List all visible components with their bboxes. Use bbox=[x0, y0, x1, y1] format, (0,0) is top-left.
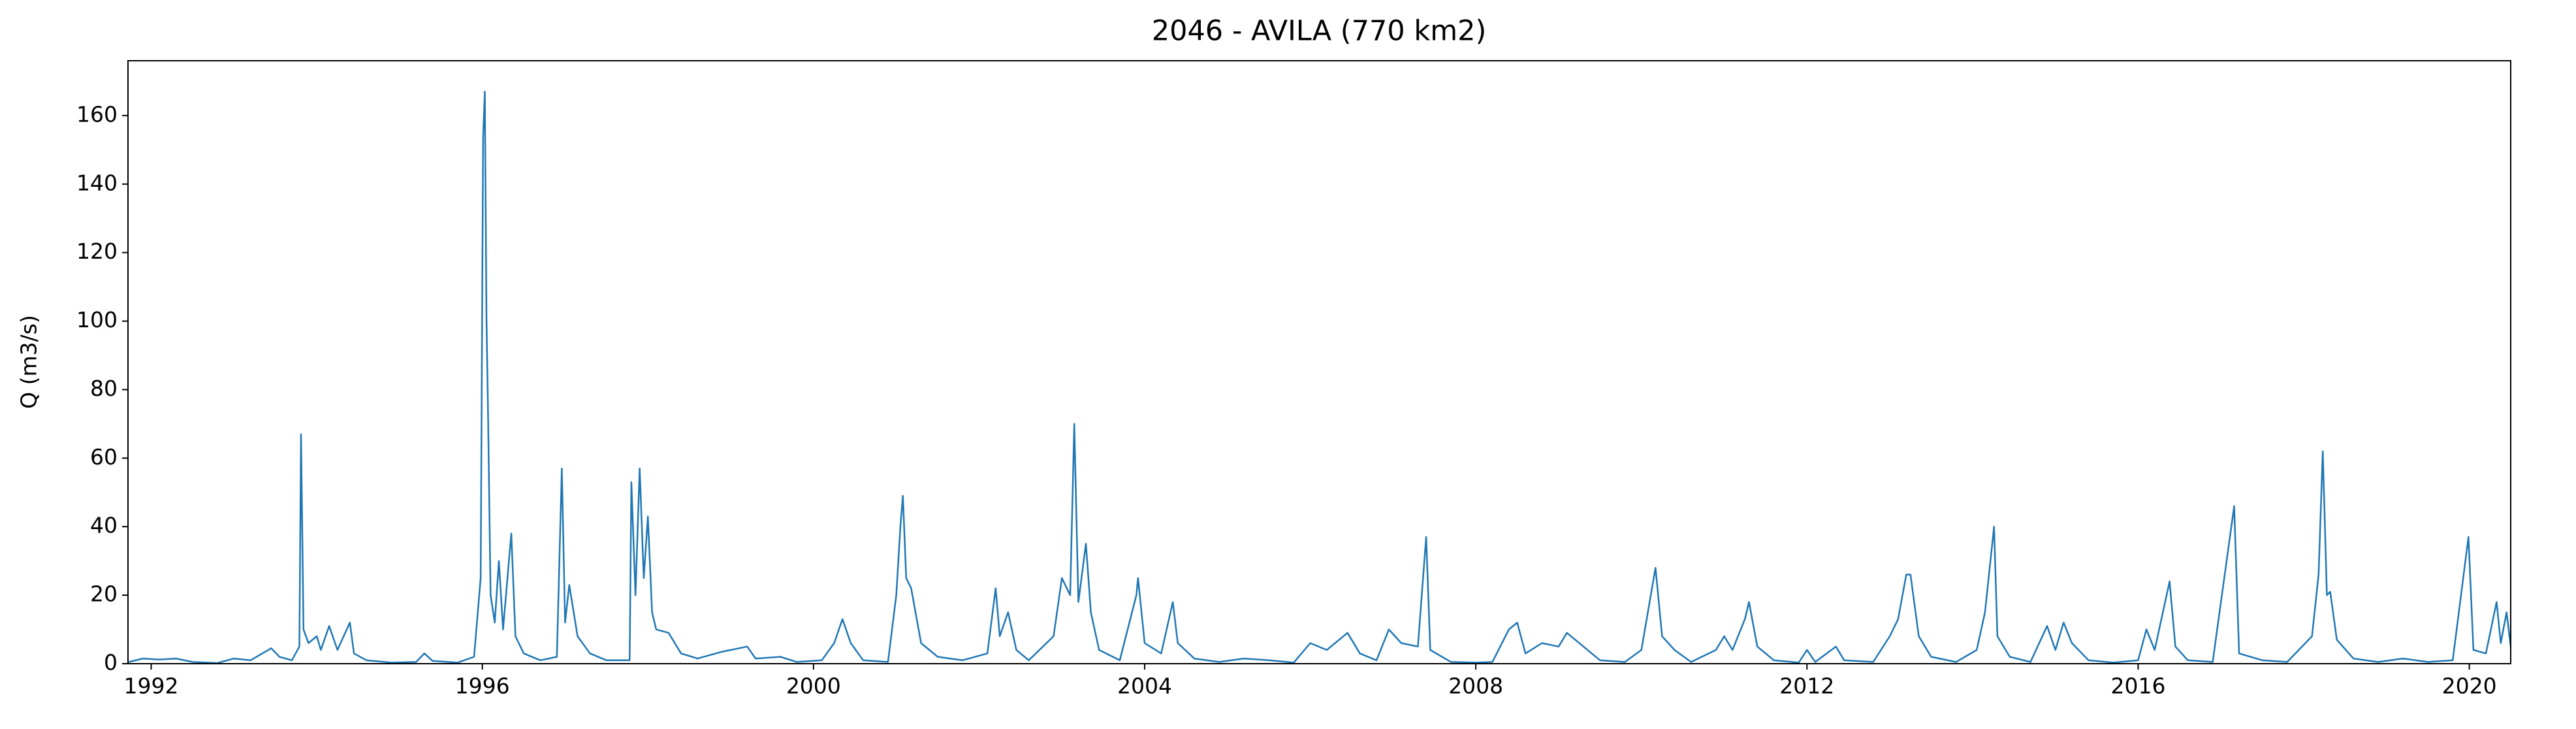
x-tick-label: 2000 bbox=[786, 673, 841, 699]
x-tick-label: 2016 bbox=[2110, 673, 2165, 699]
x-tick-label: 1996 bbox=[455, 673, 510, 699]
y-tick-label: 100 bbox=[76, 307, 118, 332]
x-tick-label: 1992 bbox=[124, 673, 179, 699]
x-tick-label: 2020 bbox=[2442, 673, 2497, 699]
series-line bbox=[129, 90, 2512, 664]
y-tick-label: 60 bbox=[90, 444, 118, 470]
y-tick-label: 140 bbox=[76, 170, 118, 195]
y-tick-label: 120 bbox=[76, 238, 118, 264]
y-axis-label: Q (m3/s) bbox=[16, 315, 42, 409]
y-tick-label: 160 bbox=[76, 101, 118, 127]
y-tick-label: 40 bbox=[90, 513, 118, 538]
x-tick-label: 2008 bbox=[1448, 673, 1503, 699]
plot-frame bbox=[127, 60, 2511, 664]
y-tick-label: 0 bbox=[104, 650, 118, 675]
y-tick-label: 20 bbox=[90, 581, 118, 607]
y-tick-label: 80 bbox=[90, 376, 118, 401]
chart-title: 2046 - AVILA (770 km2) bbox=[1152, 15, 1487, 48]
x-tick-label: 2012 bbox=[1779, 673, 1834, 699]
x-tick-label: 2004 bbox=[1117, 673, 1172, 699]
